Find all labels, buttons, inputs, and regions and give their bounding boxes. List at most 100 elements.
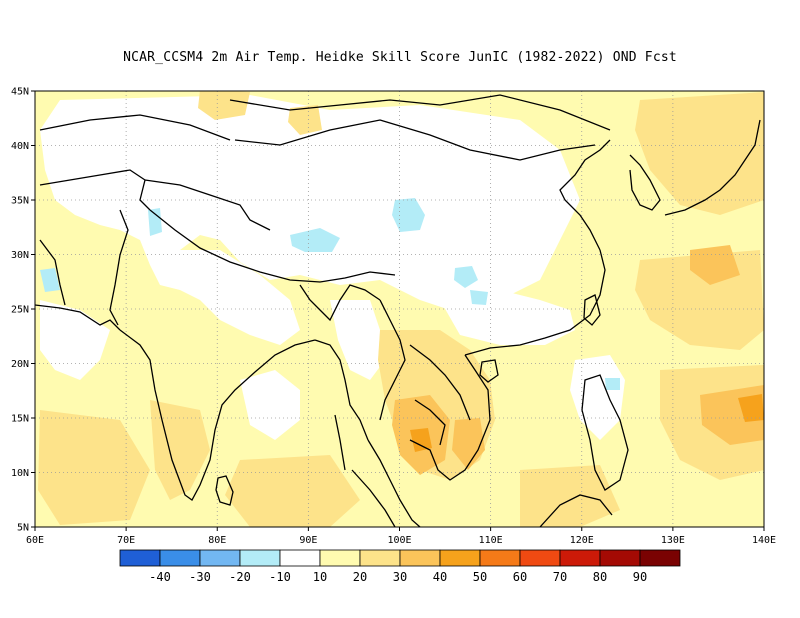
x-tick-label: 120E bbox=[570, 535, 594, 546]
x-tick-label: 70E bbox=[117, 535, 135, 546]
shade-orange-japan bbox=[635, 92, 764, 215]
x-tick-label: 80E bbox=[208, 535, 226, 546]
y-tick-label: 25N bbox=[11, 305, 29, 316]
colorbar-swatch bbox=[479, 549, 521, 567]
shade-white-burma bbox=[330, 300, 385, 380]
colorbar-label: -10 bbox=[269, 570, 291, 584]
coast-arabia-pakistan bbox=[35, 304, 121, 331]
colorbar-label: 80 bbox=[593, 570, 607, 584]
x-tick-label: 140E bbox=[752, 535, 776, 546]
shade-cyan-west bbox=[148, 208, 162, 236]
border-afghanistan bbox=[39, 169, 151, 211]
y-tick-label: 30N bbox=[11, 250, 29, 261]
border-tibet-china bbox=[144, 179, 271, 231]
coast-malay-peninsula bbox=[367, 439, 421, 527]
border-nepal-burma bbox=[299, 284, 381, 322]
colorbar-swatch bbox=[439, 549, 481, 567]
y-tick-label: 15N bbox=[11, 414, 29, 425]
shade-peak-pacific bbox=[738, 394, 764, 422]
colorbar-labels: -40 -30 -20 -10 10 20 30 40 50 60 70 80 90 bbox=[149, 570, 647, 584]
coastlines-and-borders bbox=[35, 94, 761, 527]
coast-south-china bbox=[464, 249, 606, 356]
shade-deep-orange-vietnam bbox=[452, 418, 485, 470]
coast-sumatra bbox=[351, 469, 396, 527]
y-axis-ticks: 5N 10N 15N 20N 25N 30N 35N 40N 45N bbox=[11, 87, 35, 534]
coast-hainan bbox=[479, 359, 499, 383]
border-pakistan-india bbox=[109, 209, 129, 326]
colorbar-label: 30 bbox=[393, 570, 407, 584]
coast-sri-lanka bbox=[215, 475, 234, 506]
colorbar-label: 20 bbox=[353, 570, 367, 584]
shade-white-india-north bbox=[150, 250, 300, 345]
shade-white-bay bbox=[240, 370, 300, 440]
coast-andaman bbox=[334, 414, 346, 471]
colorbar-swatch bbox=[239, 549, 281, 567]
border-thailand-cambodia bbox=[414, 399, 446, 446]
colorbar-swatch bbox=[279, 549, 321, 567]
x-tick-label: 110E bbox=[479, 535, 503, 546]
x-axis-ticks: 60E 70E 80E 90E 100E 110E 120E 130E 140E bbox=[26, 527, 776, 546]
coast-philippines bbox=[581, 374, 629, 491]
shade-cyan-south-china bbox=[605, 378, 620, 390]
border-burma-china bbox=[379, 299, 406, 421]
colorbar-swatch bbox=[639, 549, 681, 567]
coast-thailand-gulf bbox=[409, 354, 491, 481]
border-russia-mongolia bbox=[229, 94, 611, 131]
colorbar bbox=[119, 549, 681, 567]
shade-orange-southwest bbox=[38, 410, 150, 525]
border-iran-pakistan bbox=[39, 239, 66, 306]
colorbar-label: -20 bbox=[229, 570, 251, 584]
shade-cyan-northeast-india bbox=[470, 290, 488, 305]
shade-orange-borneo bbox=[520, 465, 620, 527]
coast-borneo-north bbox=[539, 494, 613, 527]
colorbar-label: 40 bbox=[433, 570, 447, 584]
shade-deep-orange-japan-sea bbox=[690, 245, 740, 285]
shade-cyan-south-tibet bbox=[454, 266, 478, 288]
x-tick-label: 130E bbox=[661, 535, 685, 546]
y-tick-label: 40N bbox=[11, 141, 29, 152]
x-tick-label: 90E bbox=[299, 535, 317, 546]
shade-peak-indochina bbox=[410, 428, 432, 452]
coast-taiwan bbox=[583, 294, 601, 326]
y-tick-label: 45N bbox=[11, 87, 29, 98]
border-mongolia-china bbox=[234, 119, 596, 161]
border-himalaya bbox=[149, 209, 396, 283]
colorbar-swatch bbox=[399, 549, 441, 567]
coast-japan bbox=[664, 119, 761, 216]
shade-cyan-tibet-1 bbox=[392, 198, 425, 232]
x-tick-label: 60E bbox=[26, 535, 44, 546]
x-tick-label: 100E bbox=[387, 535, 411, 546]
colorbar-label: 50 bbox=[473, 570, 487, 584]
y-tick-label: 35N bbox=[11, 196, 29, 207]
coast-east-china bbox=[559, 139, 611, 251]
coast-bangladesh-burma bbox=[314, 339, 369, 441]
colorbar-label: -30 bbox=[189, 570, 211, 584]
colorbar-label: -40 bbox=[149, 570, 171, 584]
shade-orange-indian-ocean bbox=[225, 455, 360, 527]
map-grid bbox=[35, 91, 764, 527]
colorbar-swatch bbox=[559, 549, 601, 567]
colorbar-swatch bbox=[359, 549, 401, 567]
colorbar-swatch bbox=[119, 549, 161, 567]
colorbar-label: 90 bbox=[633, 570, 647, 584]
colorbar-label: 10 bbox=[313, 570, 327, 584]
chart-title: NCAR_CCSM4 2m Air Temp. Heidke Skill Sco… bbox=[123, 50, 677, 65]
border-laos-vietnam bbox=[409, 344, 471, 421]
colorbar-swatch bbox=[599, 549, 641, 567]
coast-korea bbox=[629, 154, 661, 211]
coast-india-west bbox=[119, 329, 316, 501]
colorbar-swatch bbox=[319, 549, 361, 567]
shade-orange-north-india bbox=[198, 91, 250, 120]
shade-orange-india-south bbox=[150, 400, 210, 500]
shade-cyan-west-coast bbox=[40, 268, 60, 292]
shade-orange-mongolia bbox=[288, 105, 322, 135]
colorbar-label: 60 bbox=[513, 570, 527, 584]
colorbar-swatch bbox=[159, 549, 201, 567]
y-tick-label: 5N bbox=[17, 523, 29, 534]
shade-cyan-tibet-2 bbox=[290, 228, 340, 252]
colorbar-label: 70 bbox=[553, 570, 567, 584]
colorbar-swatch bbox=[519, 549, 561, 567]
colorbar-swatch bbox=[199, 549, 241, 567]
y-tick-label: 20N bbox=[11, 359, 29, 370]
